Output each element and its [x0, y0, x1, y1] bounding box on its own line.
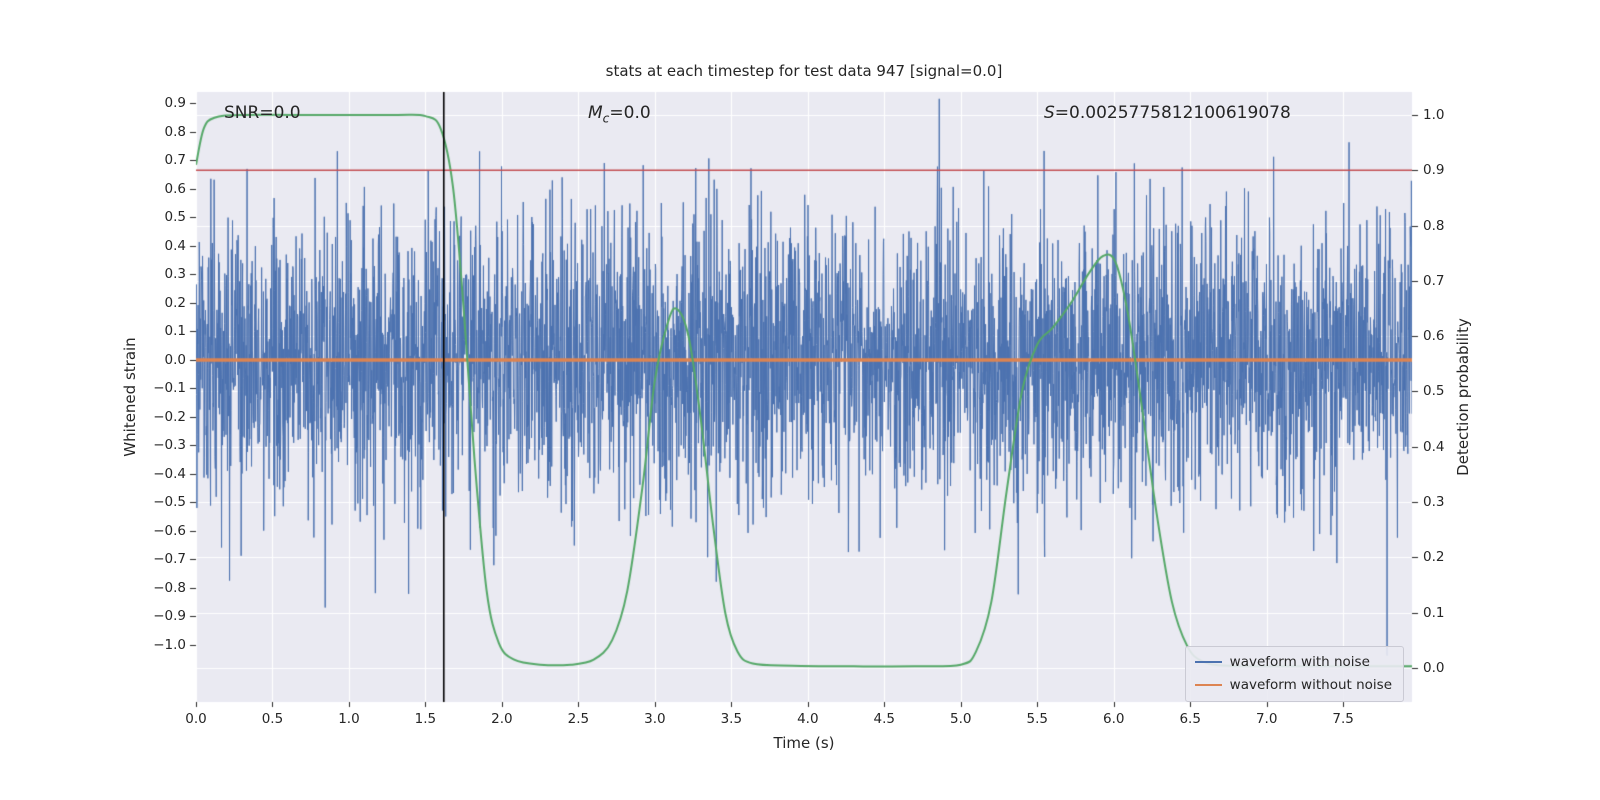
x-tick-label: 7.0 [1255, 711, 1278, 727]
y-tick-label-right: 0.4 [1423, 438, 1445, 455]
x-tick-label: 5.5 [1026, 711, 1048, 727]
legend-label: waveform with noise [1229, 654, 1370, 670]
x-tick-label: 3.5 [720, 711, 743, 727]
y-tick-label-right: 0.0 [1423, 659, 1445, 676]
y-tick-label-left: 0.6 [164, 180, 186, 197]
legend-line-swatch [1194, 684, 1222, 686]
annotation-snr: SNR=0.0 [224, 103, 301, 123]
y-tick-label-right: 0.8 [1423, 217, 1445, 234]
y-tick-label-left: −0.3 [153, 437, 186, 454]
statistic-value: =0.0025775812100619078 [1054, 103, 1291, 123]
annotation-chirp-mass: Mc=0.0 [588, 103, 651, 125]
y-tick-label-left: −0.5 [153, 494, 186, 511]
y-tick-label-left: 0.5 [164, 209, 186, 226]
x-tick-label: 2.5 [567, 711, 590, 727]
y-tick-label-left: 0.8 [164, 123, 186, 140]
y-tick-label-right: 0.7 [1423, 272, 1445, 289]
x-tick-label: 1.0 [338, 711, 360, 727]
x-tick-label: 6.5 [1179, 711, 1201, 727]
legend-item: waveform with noise [1194, 652, 1392, 672]
legend-line-swatch [1194, 661, 1222, 663]
x-tick-label: 7.5 [1332, 711, 1354, 727]
y-tick-label-left: −0.4 [153, 465, 186, 482]
y-tick-label-left: 0.0 [164, 351, 186, 368]
chirp-mass-value: =0.0 [609, 103, 651, 123]
legend-label: waveform without noise [1229, 677, 1392, 693]
y-tick-label-left: 0.3 [164, 266, 186, 283]
chart-title: stats at each timestep for test data 947… [605, 62, 1003, 80]
y-tick-label-left: −0.8 [153, 579, 186, 596]
y-tick-label-right: 0.3 [1423, 494, 1445, 511]
y-tick-label-left: 0.7 [164, 152, 186, 169]
y-tick-label-right: 0.6 [1423, 328, 1445, 345]
y-tick-label-right: 0.1 [1423, 604, 1445, 621]
x-tick-label: 3.0 [644, 711, 666, 727]
x-tick-label: 0.0 [185, 711, 207, 727]
x-tick-label: 4.5 [873, 711, 896, 727]
x-tick-label: 2.0 [491, 711, 513, 727]
y-tick-label-left: −0.2 [153, 408, 186, 425]
y-tick-label-left: −0.9 [153, 608, 186, 625]
y-tick-label-right: 0.5 [1423, 383, 1445, 400]
y-tick-label-right: 0.9 [1423, 162, 1445, 179]
y-tick-label-right: 0.2 [1423, 549, 1445, 566]
x-tick-label: 4.0 [797, 711, 819, 727]
y-tick-label-left: −1.0 [153, 636, 186, 653]
x-tick-label: 1.5 [414, 711, 437, 727]
y-tick-label-left: −0.6 [153, 522, 186, 539]
statistic-symbol: S [1044, 103, 1055, 123]
x-tick-label: 5.0 [950, 711, 972, 727]
chirp-mass-subscript: c [602, 111, 610, 126]
y-tick-label-left: 0.1 [164, 323, 186, 340]
x-tick-label: 6.0 [1102, 711, 1125, 727]
legend-item: waveform without noise [1194, 675, 1392, 695]
y-tick-label-left: 0.4 [164, 237, 186, 254]
y-tick-label-right: 1.0 [1423, 107, 1445, 123]
y-tick-label-left: −0.7 [153, 551, 186, 568]
y-tick-label-left: 0.2 [164, 294, 186, 311]
chirp-mass-symbol: M [588, 103, 603, 123]
x-tick-label: 0.5 [261, 711, 284, 727]
y-tick-label-left: 0.9 [164, 95, 186, 112]
annotation-statistic: S=0.0025775812100619078 [1044, 103, 1291, 123]
legend: waveform with noise waveform without nois… [1184, 646, 1404, 702]
x-axis-label: Time (s) [773, 734, 835, 752]
y-tick-label-left: −0.1 [153, 380, 186, 397]
